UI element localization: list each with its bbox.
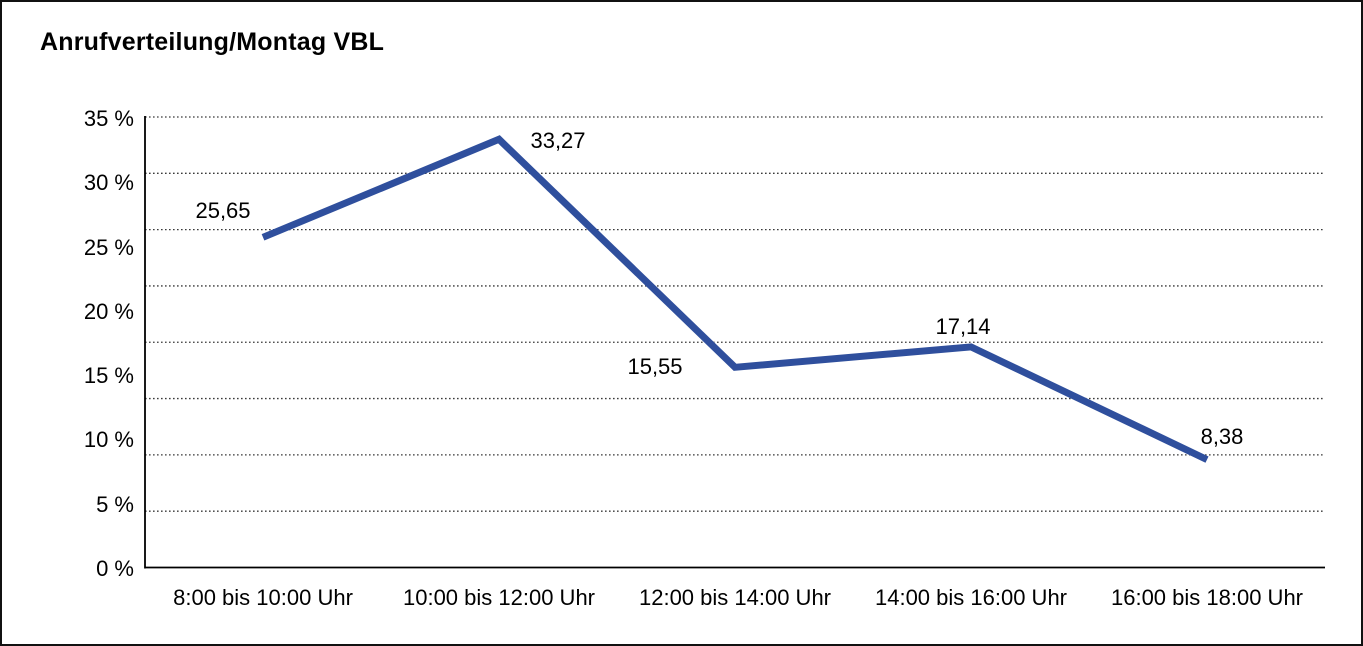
y-axis-tick-label: 0 %	[96, 556, 134, 581]
chart-title: Anrufverteilung/Montag VBL	[40, 28, 385, 56]
x-axis-category-label: 8:00 bis 10:00 Uhr	[173, 585, 353, 610]
y-axis-tick-label: 30 %	[83, 170, 134, 196]
y-axis-tick-label: 10 %	[83, 427, 134, 453]
y-axis-tick-label: 20 %	[83, 298, 134, 324]
data-point-label: 33,27	[530, 128, 586, 154]
data-point-label: 25,65	[195, 198, 251, 224]
x-axis-category-label: 12:00 bis 14:00 Uhr	[638, 585, 832, 610]
data-point-label: 8,38	[1200, 423, 1244, 449]
y-axis-tick-label: 25 %	[83, 234, 134, 260]
x-axis-category-label: 10:00 bis 12:00 Uhr	[402, 585, 596, 610]
y-axis-tick-label: 15 %	[83, 363, 134, 389]
data-point-label: 17,14	[935, 313, 991, 339]
x-axis-category-label: 14:00 bis 16:00 Uhr	[874, 585, 1068, 610]
x-axis-category-label: 16:00 bis 18:00 Uhr	[1110, 585, 1304, 610]
y-axis-tick-label: 35 %	[83, 106, 134, 131]
y-axis-tick-label: 5 %	[96, 491, 134, 517]
series-line	[261, 135, 1209, 463]
data-point-label: 15,55	[627, 354, 683, 380]
